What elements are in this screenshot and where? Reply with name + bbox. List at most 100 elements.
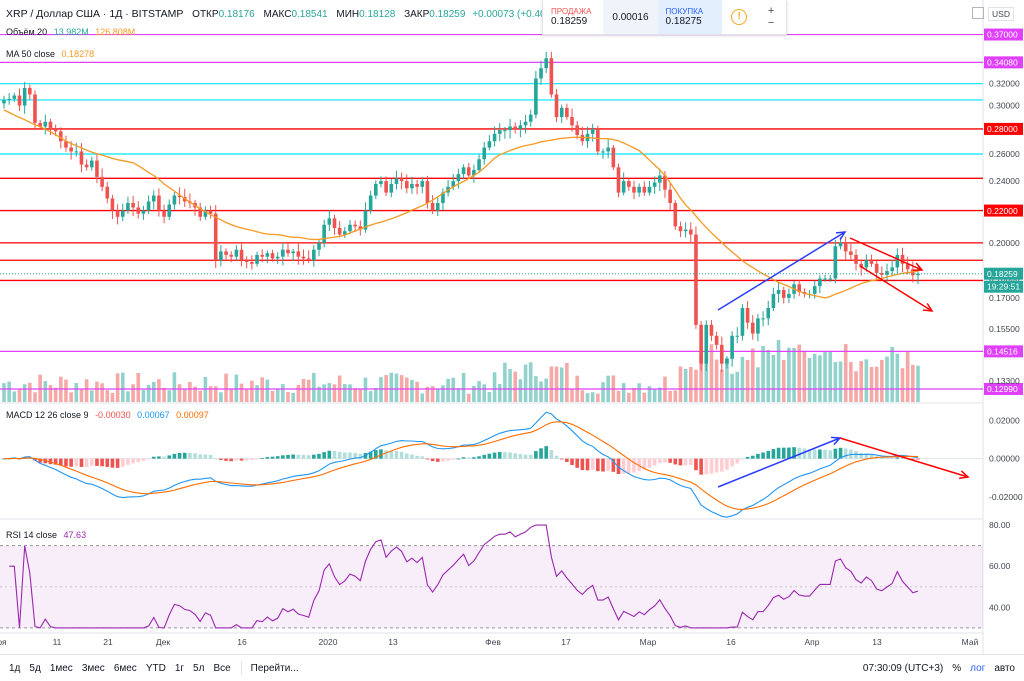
volume-bar <box>234 374 239 402</box>
macd-hist-bar <box>627 458 631 474</box>
macd-hist-bar <box>544 446 549 459</box>
range-ytd-button[interactable]: YTD <box>145 662 166 674</box>
volume-bar <box>818 355 822 402</box>
time-tick-label: ря <box>0 637 7 647</box>
macd-legend: MACD 12 26 close 9 -0.00030 0.00067 0.00… <box>6 410 209 420</box>
candle-body <box>239 249 244 261</box>
level-tag-label: 0.28000 <box>987 124 1018 134</box>
macd-hist-bar <box>787 447 791 459</box>
log-toggle[interactable]: лог <box>970 662 986 674</box>
sell-button[interactable]: ПРОДАЖА 0.18259 <box>543 0 604 34</box>
candle-body <box>322 224 326 243</box>
candle-body <box>250 262 254 264</box>
range-5y-button[interactable]: 5л <box>193 662 205 674</box>
macd-hist-bar <box>585 458 590 471</box>
range-5d-button[interactable]: 5д <box>29 662 41 674</box>
macd-hist-bar <box>384 450 388 459</box>
info-button[interactable]: ! <box>722 0 756 34</box>
trend-arrow-down <box>859 265 933 312</box>
volume-bar <box>229 388 234 402</box>
candle-body <box>126 202 130 211</box>
candle-body <box>513 126 518 129</box>
settings-square-icon[interactable] <box>972 7 984 19</box>
open-value: 0.18176 <box>218 9 255 20</box>
volume-bar <box>131 384 135 402</box>
candle-body <box>162 210 166 217</box>
low-value: 0.18128 <box>359 9 396 20</box>
candle-body <box>281 249 285 257</box>
level-tag-bg <box>984 28 1023 41</box>
macd-hist-bar <box>89 458 94 466</box>
volume-bar <box>497 383 502 402</box>
candle-body <box>570 117 574 126</box>
volume-bar <box>301 379 306 402</box>
volume-bar <box>33 392 37 402</box>
volume-bar <box>38 374 42 402</box>
volume-bar <box>849 362 853 402</box>
macd-hist-bar <box>890 458 894 459</box>
range-3m-button[interactable]: 3мес <box>81 662 105 674</box>
range-1d-button[interactable]: 1д <box>9 662 21 674</box>
range-all-button[interactable]: Все <box>213 662 231 674</box>
candle-body <box>38 122 42 127</box>
high-label: МАКС <box>263 9 292 20</box>
volume-bar <box>652 388 657 402</box>
macd-hist-bar <box>761 452 765 459</box>
auto-toggle[interactable]: авто <box>994 662 1015 674</box>
candle-body <box>425 181 430 203</box>
volume-bar <box>688 367 693 402</box>
range-6m-button[interactable]: 6мес <box>113 662 137 674</box>
buy-button[interactable]: ПОКУПКА 0.18275 <box>657 0 723 34</box>
candle-body <box>776 290 781 294</box>
macd-hist-bar <box>208 454 213 459</box>
volume-bar <box>590 392 595 402</box>
macd-hist-bar <box>559 458 564 460</box>
currency-button[interactable]: USD <box>988 7 1014 21</box>
toolbar-right: 07:30:09 (UTC+3) % лог авто <box>863 663 1024 674</box>
goto-date-button[interactable]: Перейти... <box>250 662 299 674</box>
volume-bar <box>162 387 166 402</box>
macd-hist-bar <box>157 456 161 459</box>
candle-body <box>167 204 172 217</box>
candle-body <box>275 256 280 259</box>
candle-body <box>575 125 579 136</box>
percent-toggle[interactable]: % <box>952 662 962 674</box>
macd-hist-bar <box>575 458 579 468</box>
macd-hist-bar <box>477 456 481 459</box>
volume-bar <box>48 384 53 402</box>
level-tag-bg <box>984 345 1023 358</box>
volume-bar <box>668 390 672 402</box>
candle-body <box>84 164 89 168</box>
candle-body <box>658 175 662 183</box>
macd-hist-bar <box>312 454 316 459</box>
range-1y-button[interactable]: 1г <box>174 662 185 674</box>
plus-button[interactable]: + <box>767 5 775 17</box>
time-tick-label: 13 <box>872 637 882 647</box>
chart-background <box>0 0 1024 654</box>
volume-bar <box>699 353 703 402</box>
range-1m-button[interactable]: 1мес <box>49 662 73 674</box>
candle-body <box>430 202 435 211</box>
candle-body <box>12 95 17 99</box>
level-tag: 0.22000 <box>984 204 1023 217</box>
macd-histogram <box>2 446 920 475</box>
ma50-line <box>3 109 919 299</box>
volume-bar <box>430 386 435 402</box>
candle-body <box>89 160 94 168</box>
macd-hist-bar <box>590 458 595 470</box>
volume-bar <box>565 362 569 402</box>
candle-body <box>33 94 37 123</box>
macd-hist-bar <box>668 458 672 463</box>
chart-canvas[interactable]: 0.37000 0.34080 0.28000 0.22000 0.14516 0.129… <box>0 0 1024 654</box>
macd-hist-bar <box>260 458 264 459</box>
rsi-value: 47.63 <box>63 530 87 540</box>
macd-hist-bar <box>115 458 120 468</box>
close-label: ЗАКР <box>404 9 430 20</box>
candle-body <box>466 167 471 176</box>
candle-body <box>652 182 657 187</box>
macd-hist-bar <box>188 452 192 459</box>
candle-body <box>523 121 528 126</box>
minus-button[interactable]: − <box>767 17 775 29</box>
volume-bar <box>270 391 275 402</box>
volume-bar <box>188 381 192 402</box>
